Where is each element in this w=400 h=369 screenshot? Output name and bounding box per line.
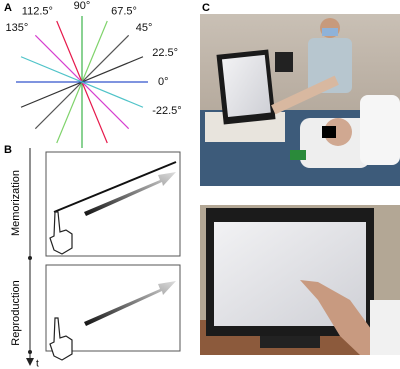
angle-label: 67.5° [111, 6, 137, 18]
panel-label: B [4, 144, 12, 156]
photo [200, 14, 400, 186]
phase-label: Memorization [10, 170, 22, 236]
angle-ray [20, 56, 144, 108]
timeline-dot [28, 350, 32, 354]
angle-label: 22.5° [152, 47, 178, 59]
direction-arrow [84, 281, 176, 326]
angle-label: 135° [5, 22, 28, 34]
phase-label: Reproduction [10, 280, 22, 345]
direction-arrow [84, 172, 176, 216]
angle-label: -22.5° [152, 105, 181, 117]
screen-box [45, 264, 181, 352]
timeline-arrow [26, 358, 34, 366]
timeline-dot [28, 256, 32, 260]
hand-icon [49, 317, 73, 361]
angle-label: 112.5° [22, 6, 53, 18]
drawn-line [53, 161, 177, 213]
hand-icon [49, 211, 73, 255]
angle-diagram: 90° 112.5° 67.5° 135° 45° 22.5° 0° -22.5° [5, 0, 182, 148]
time-label: t [36, 359, 39, 369]
panel-label: A [4, 2, 12, 14]
photo [200, 205, 400, 355]
angle-label: 0° [158, 76, 169, 88]
angle-label: 45° [136, 22, 153, 34]
angle-label: 90° [74, 0, 91, 12]
panel-label: C [202, 2, 210, 14]
